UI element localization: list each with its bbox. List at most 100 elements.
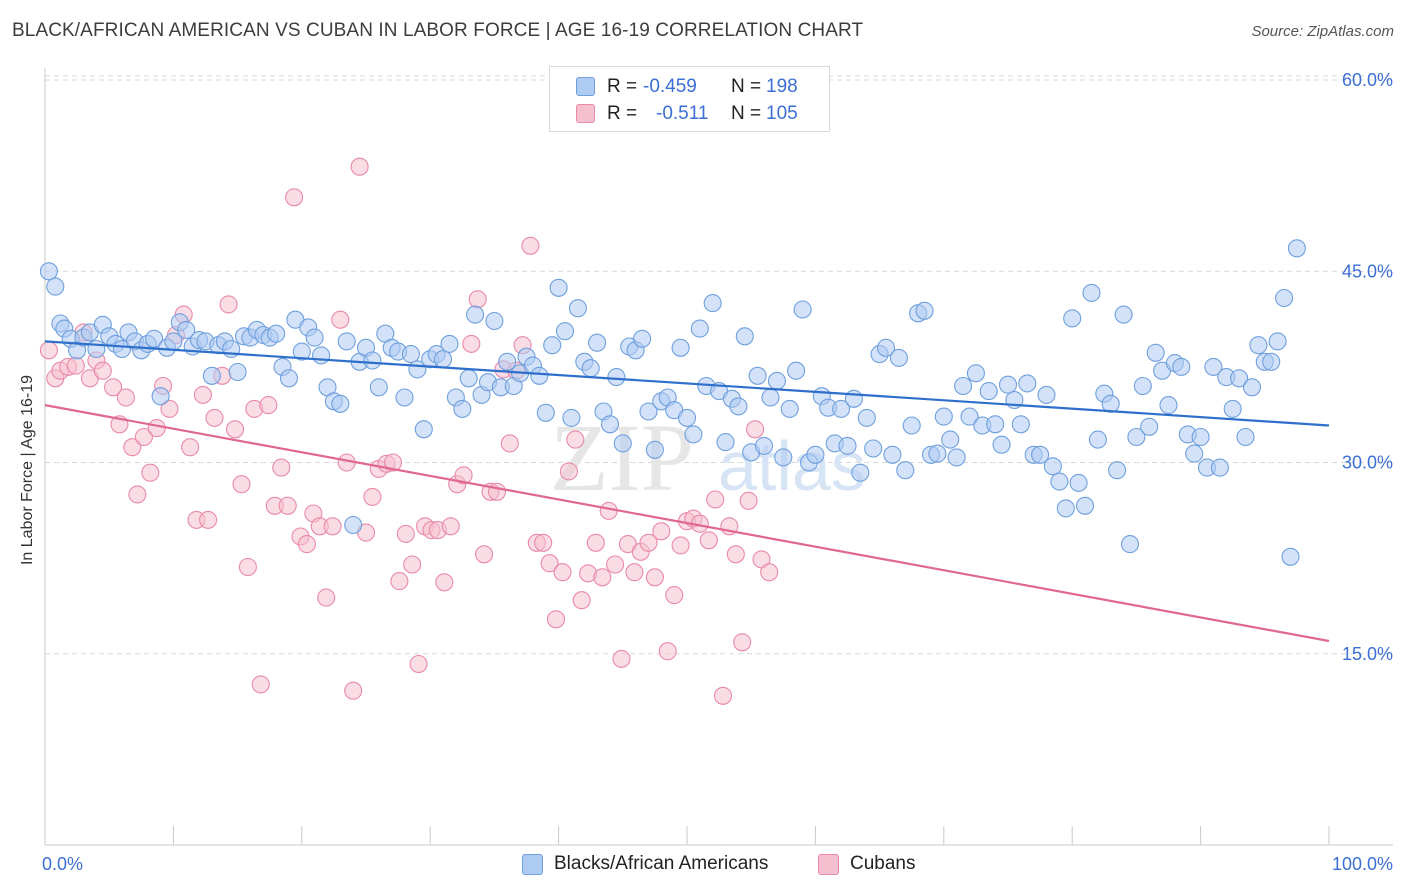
cubans-point <box>116 388 135 407</box>
blacks-point <box>363 351 382 370</box>
blacks-point <box>1204 357 1223 376</box>
blacks-point <box>401 345 420 364</box>
legend-n-label: N = <box>731 103 762 124</box>
cubans-point <box>706 490 725 509</box>
blacks-point <box>1037 385 1056 404</box>
blacks-point <box>312 346 331 365</box>
blacks-point <box>1069 473 1088 492</box>
blacks-point <box>562 408 581 427</box>
blacks-point <box>1127 427 1146 447</box>
legend-item-blacks: Blacks/African Americans <box>522 853 802 877</box>
blacks-point <box>1088 430 1107 449</box>
blacks-point <box>369 378 388 397</box>
blacks-point <box>716 433 735 452</box>
legend-label-cubans: Cubans <box>850 853 916 874</box>
x-tick-label-max: 100.0% <box>1332 854 1393 874</box>
cubans-point <box>141 463 160 482</box>
blacks-point <box>1075 496 1095 515</box>
blacks-point <box>433 350 453 369</box>
blacks-point <box>1268 332 1287 351</box>
cubans-point <box>639 533 658 552</box>
cubans-point <box>219 295 238 314</box>
blacks-point <box>754 436 774 455</box>
legend-swatch-cubans <box>576 104 595 123</box>
blacks-point <box>344 515 363 535</box>
cubans-point <box>658 642 677 661</box>
blacks-point <box>767 371 786 390</box>
blacks-point <box>889 348 908 367</box>
cubans-point <box>278 496 297 515</box>
blacks-point <box>851 463 870 482</box>
blacks-point <box>1191 427 1210 447</box>
blacks-point <box>1287 239 1306 258</box>
cubans-point <box>383 453 403 472</box>
x-tick-labels: 0.0% 100.0% <box>42 854 1393 874</box>
blacks-point <box>690 319 709 338</box>
blacks-point <box>1249 336 1268 355</box>
blacks-point <box>1018 374 1037 393</box>
blacks-point <box>1236 427 1255 447</box>
blacks-point <box>671 338 690 357</box>
cubans-point <box>606 555 625 574</box>
legend-n-value: 198 <box>766 76 798 97</box>
cubans-point <box>205 408 224 427</box>
stats-legend: R = -0.459 N = 198 R = -0.511 N = 105 <box>549 66 830 132</box>
blacks-point <box>549 278 568 297</box>
blacks-point <box>267 324 286 343</box>
blacks-point <box>954 376 973 396</box>
cubans-point <box>104 378 123 397</box>
cubans-point <box>559 462 578 481</box>
cubans-point <box>390 572 409 591</box>
cubans-point <box>199 510 218 529</box>
blacks-point <box>992 435 1011 454</box>
cubans-point <box>285 188 304 207</box>
cubans-point <box>746 420 765 439</box>
legend-n-label: N = <box>731 76 762 97</box>
cubans-point <box>232 475 251 494</box>
cubans-point <box>665 586 684 605</box>
cubans-point <box>726 545 745 564</box>
blacks-point <box>1082 283 1101 302</box>
blacks-point <box>941 430 960 449</box>
legend-label-blacks: Blacks/African Americans <box>554 853 769 874</box>
cubans-point <box>454 466 473 485</box>
y-tick-label: 60.0% <box>1342 70 1393 90</box>
cubans-point <box>733 633 752 652</box>
cubans-point <box>39 341 58 360</box>
cubans-point <box>317 588 336 607</box>
cubans-point <box>272 458 291 477</box>
blacks-point <box>633 329 652 348</box>
cubans-point <box>760 563 779 582</box>
cubans-point <box>599 501 618 520</box>
cubans-point <box>123 438 142 457</box>
cubans-point <box>238 557 257 577</box>
blacks-point <box>1120 535 1140 554</box>
blacks-point <box>883 445 902 464</box>
blacks-point <box>1031 445 1050 464</box>
cubans-point <box>546 610 566 629</box>
legend-r-value: -0.511 <box>656 103 709 124</box>
blacks-point <box>151 387 170 406</box>
blacks-point <box>581 359 600 378</box>
blacks-point <box>1281 547 1300 566</box>
blacks-point <box>1242 378 1262 397</box>
blacks-point <box>39 262 58 281</box>
cubans-point <box>521 236 540 255</box>
blacks-point <box>1172 357 1191 376</box>
blacks-points <box>39 239 1306 566</box>
blacks-point <box>780 399 799 418</box>
blacks-point <box>568 299 587 318</box>
blacks-point <box>1133 376 1152 396</box>
chart-title: BLACK/AFRICAN AMERICAN VS CUBAN IN LABOR… <box>12 20 864 41</box>
cubans-point <box>344 681 363 700</box>
blacks-point <box>1011 415 1030 434</box>
blacks-point <box>145 329 164 348</box>
blacks-point <box>703 294 722 313</box>
blacks-point <box>440 334 459 353</box>
cubans-point <box>193 385 212 404</box>
blacks-point <box>202 366 221 385</box>
cubans-point <box>462 334 481 353</box>
blacks-point <box>645 440 664 459</box>
y-tick-label: 45.0% <box>1342 261 1393 281</box>
